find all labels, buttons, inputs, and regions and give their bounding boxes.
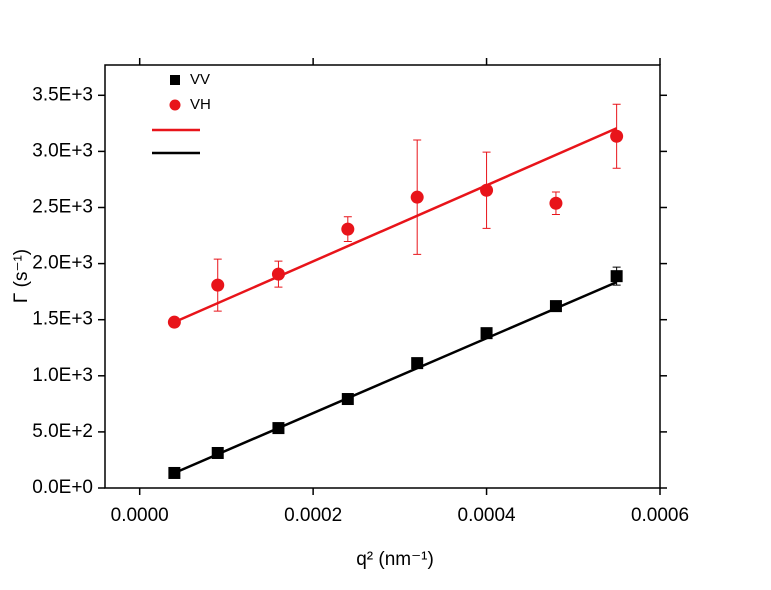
fit-line <box>173 280 618 475</box>
plot-frame <box>104 64 661 489</box>
x-axis-label: q² (nm⁻¹) <box>356 549 434 570</box>
x-tick-label: 0.0004 <box>458 505 517 526</box>
x-tick-label: 0.0006 <box>631 505 689 526</box>
y-tick-label: 2.0E+3 <box>32 253 93 274</box>
legend-label: VV <box>190 71 210 88</box>
legend-marker <box>170 75 180 85</box>
y-tick-label: 0.0E+0 <box>32 477 93 498</box>
marker <box>211 446 224 459</box>
marker <box>341 222 355 236</box>
legend-marker <box>169 99 181 111</box>
fit-line <box>173 127 618 324</box>
marker <box>480 183 494 197</box>
marker <box>271 267 285 281</box>
marker <box>272 422 285 435</box>
marker <box>211 278 225 292</box>
y-axis-label: Γ (s⁻¹) <box>11 249 32 303</box>
y-tick-label: 3.5E+3 <box>32 84 93 105</box>
marker <box>341 393 354 406</box>
marker <box>549 300 562 313</box>
x-tick-label: 0.0000 <box>111 505 169 526</box>
marker <box>549 196 563 210</box>
marker <box>167 315 181 329</box>
x-tick-label: 0.0002 <box>284 505 342 526</box>
y-tick-label: 2.5E+3 <box>32 197 93 218</box>
marker <box>610 129 624 143</box>
y-tick-label: 1.0E+3 <box>32 365 93 386</box>
legend-label: VH <box>190 96 211 113</box>
marker <box>168 466 181 479</box>
y-tick-label: 3.0E+3 <box>32 140 93 161</box>
marker <box>410 190 424 204</box>
marker <box>610 270 623 283</box>
marker <box>480 327 493 340</box>
marker <box>411 357 424 370</box>
y-tick-label: 5.0E+2 <box>32 421 93 442</box>
y-tick-label: 1.5E+3 <box>32 309 93 330</box>
